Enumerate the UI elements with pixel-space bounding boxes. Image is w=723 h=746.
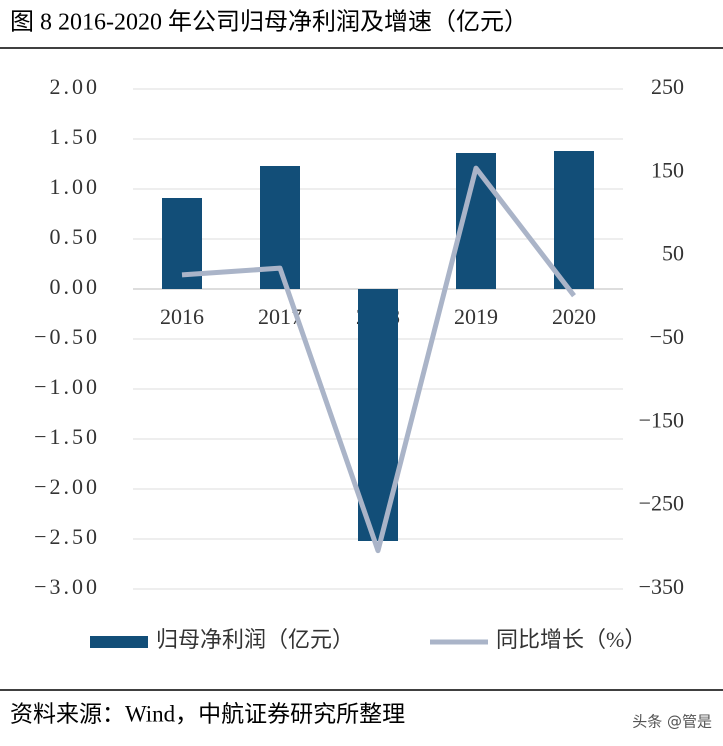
- legend-swatch: [90, 636, 148, 648]
- y2-tick-label: −150: [639, 407, 684, 432]
- y2-tick-label: −250: [639, 491, 684, 516]
- line: [181, 165, 576, 554]
- y-tick-label: −2.00: [34, 474, 100, 499]
- y2-tick-label: −50: [650, 324, 684, 349]
- y-tick-label: −0.50: [34, 324, 100, 349]
- y-tick-label: −3.00: [34, 574, 100, 599]
- x-tick-label: 2020: [552, 304, 596, 329]
- y-tick-label: 0.50: [50, 224, 101, 249]
- y-tick-label: 1.50: [50, 124, 101, 149]
- y-tick-label: −1.50: [34, 424, 100, 449]
- legend-label: 同比增长（%）: [496, 627, 646, 652]
- source: 资料来源：Wind，中航证券研究所整理: [10, 701, 405, 726]
- chart-title: 图 8 2016-2020 年公司归母净利润及增速（亿元）: [10, 9, 528, 36]
- x-tick-label: 2016: [160, 304, 204, 329]
- x-tick-label: 2019: [454, 304, 498, 329]
- y-tick-label: 2.00: [50, 74, 101, 99]
- y-tick-label: −2.50: [34, 524, 100, 549]
- y-tick-label: 0.00: [50, 274, 101, 299]
- y2-tick-label: −350: [639, 574, 684, 599]
- legend-label: 归母净利润（亿元）: [156, 627, 354, 652]
- y2-tick-label: 250: [651, 74, 684, 99]
- bar: [554, 151, 594, 289]
- watermark: 头条 @管是: [632, 713, 712, 731]
- y2-tick-label: 150: [651, 157, 684, 182]
- y-tick-label: 1.00: [50, 174, 101, 199]
- y-tick-label: −1.00: [34, 374, 100, 399]
- y2-tick-label: 50: [662, 241, 684, 266]
